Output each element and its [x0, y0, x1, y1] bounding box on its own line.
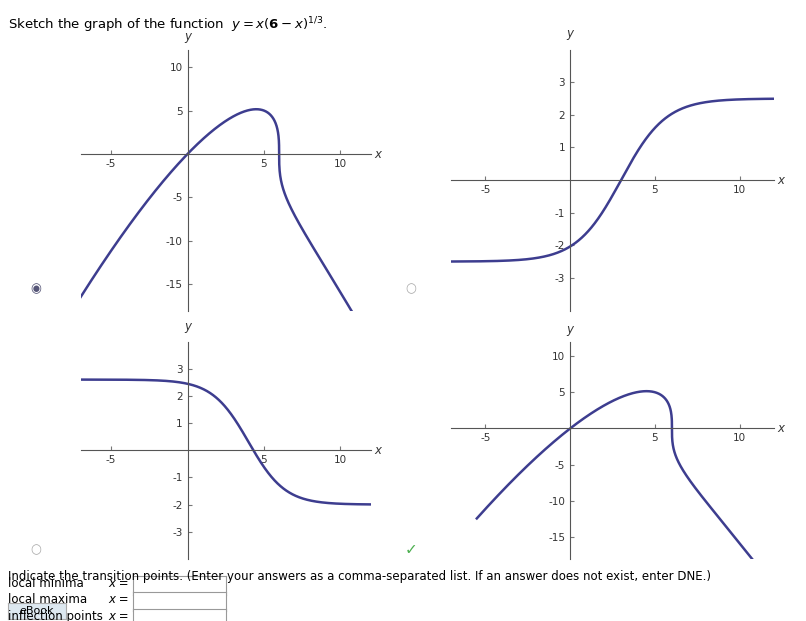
- Text: eBook: eBook: [20, 605, 54, 616]
- Text: x =: x =: [109, 594, 130, 606]
- Text: y: y: [567, 27, 574, 40]
- Text: local maxima: local maxima: [8, 594, 87, 606]
- Text: y: y: [567, 323, 574, 336]
- Text: x =: x =: [109, 578, 130, 590]
- Text: ✓: ✓: [405, 542, 418, 557]
- Text: x =: x =: [109, 610, 130, 621]
- Text: x: x: [777, 174, 784, 186]
- Text: ○: ○: [405, 283, 417, 295]
- Text: inflection points: inflection points: [8, 610, 103, 621]
- Text: x: x: [777, 422, 784, 435]
- Text: ○: ○: [31, 543, 42, 556]
- Text: x: x: [374, 148, 380, 160]
- Text: y: y: [184, 30, 191, 43]
- Text: ◉: ◉: [31, 283, 42, 295]
- Text: Sketch the graph of the function  $y = x(\mathbf{6} - x)^{1/3}$.: Sketch the graph of the function $y = x(…: [8, 16, 327, 35]
- Text: x: x: [374, 444, 380, 456]
- Text: local minima: local minima: [8, 578, 84, 590]
- Text: y: y: [184, 320, 191, 333]
- Text: Indicate the transition points. (Enter your answers as a comma-separated list. I: Indicate the transition points. (Enter y…: [8, 570, 711, 583]
